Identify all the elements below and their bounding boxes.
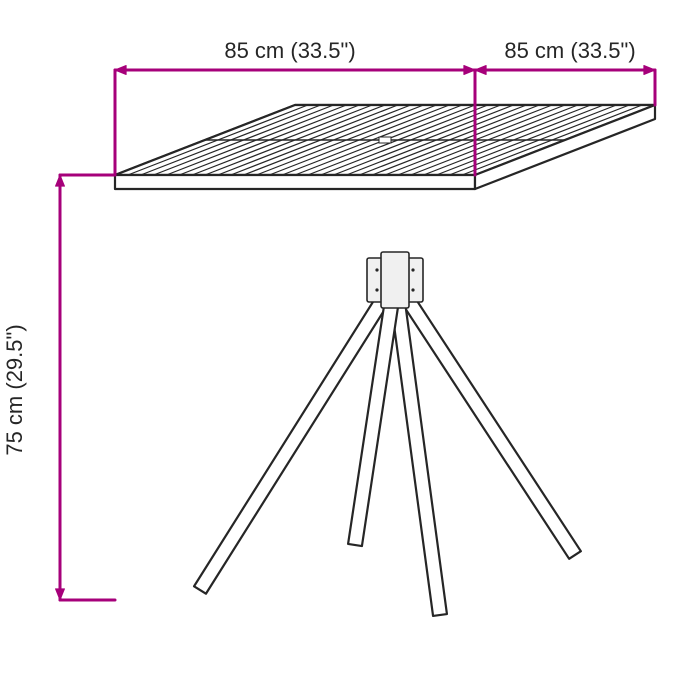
tabletop: [115, 105, 655, 189]
dimension-width-label: 85 cm (33.5"): [224, 38, 355, 63]
dimension-depth-label: 85 cm (33.5"): [504, 38, 635, 63]
table-dimension-diagram: 85 cm (33.5") 85 cm (33.5") 75 cm (29.5"): [0, 0, 700, 700]
leg-bracket: [367, 252, 423, 308]
dimension-height-label: 75 cm (29.5"): [2, 324, 27, 455]
table-legs: [194, 252, 581, 616]
